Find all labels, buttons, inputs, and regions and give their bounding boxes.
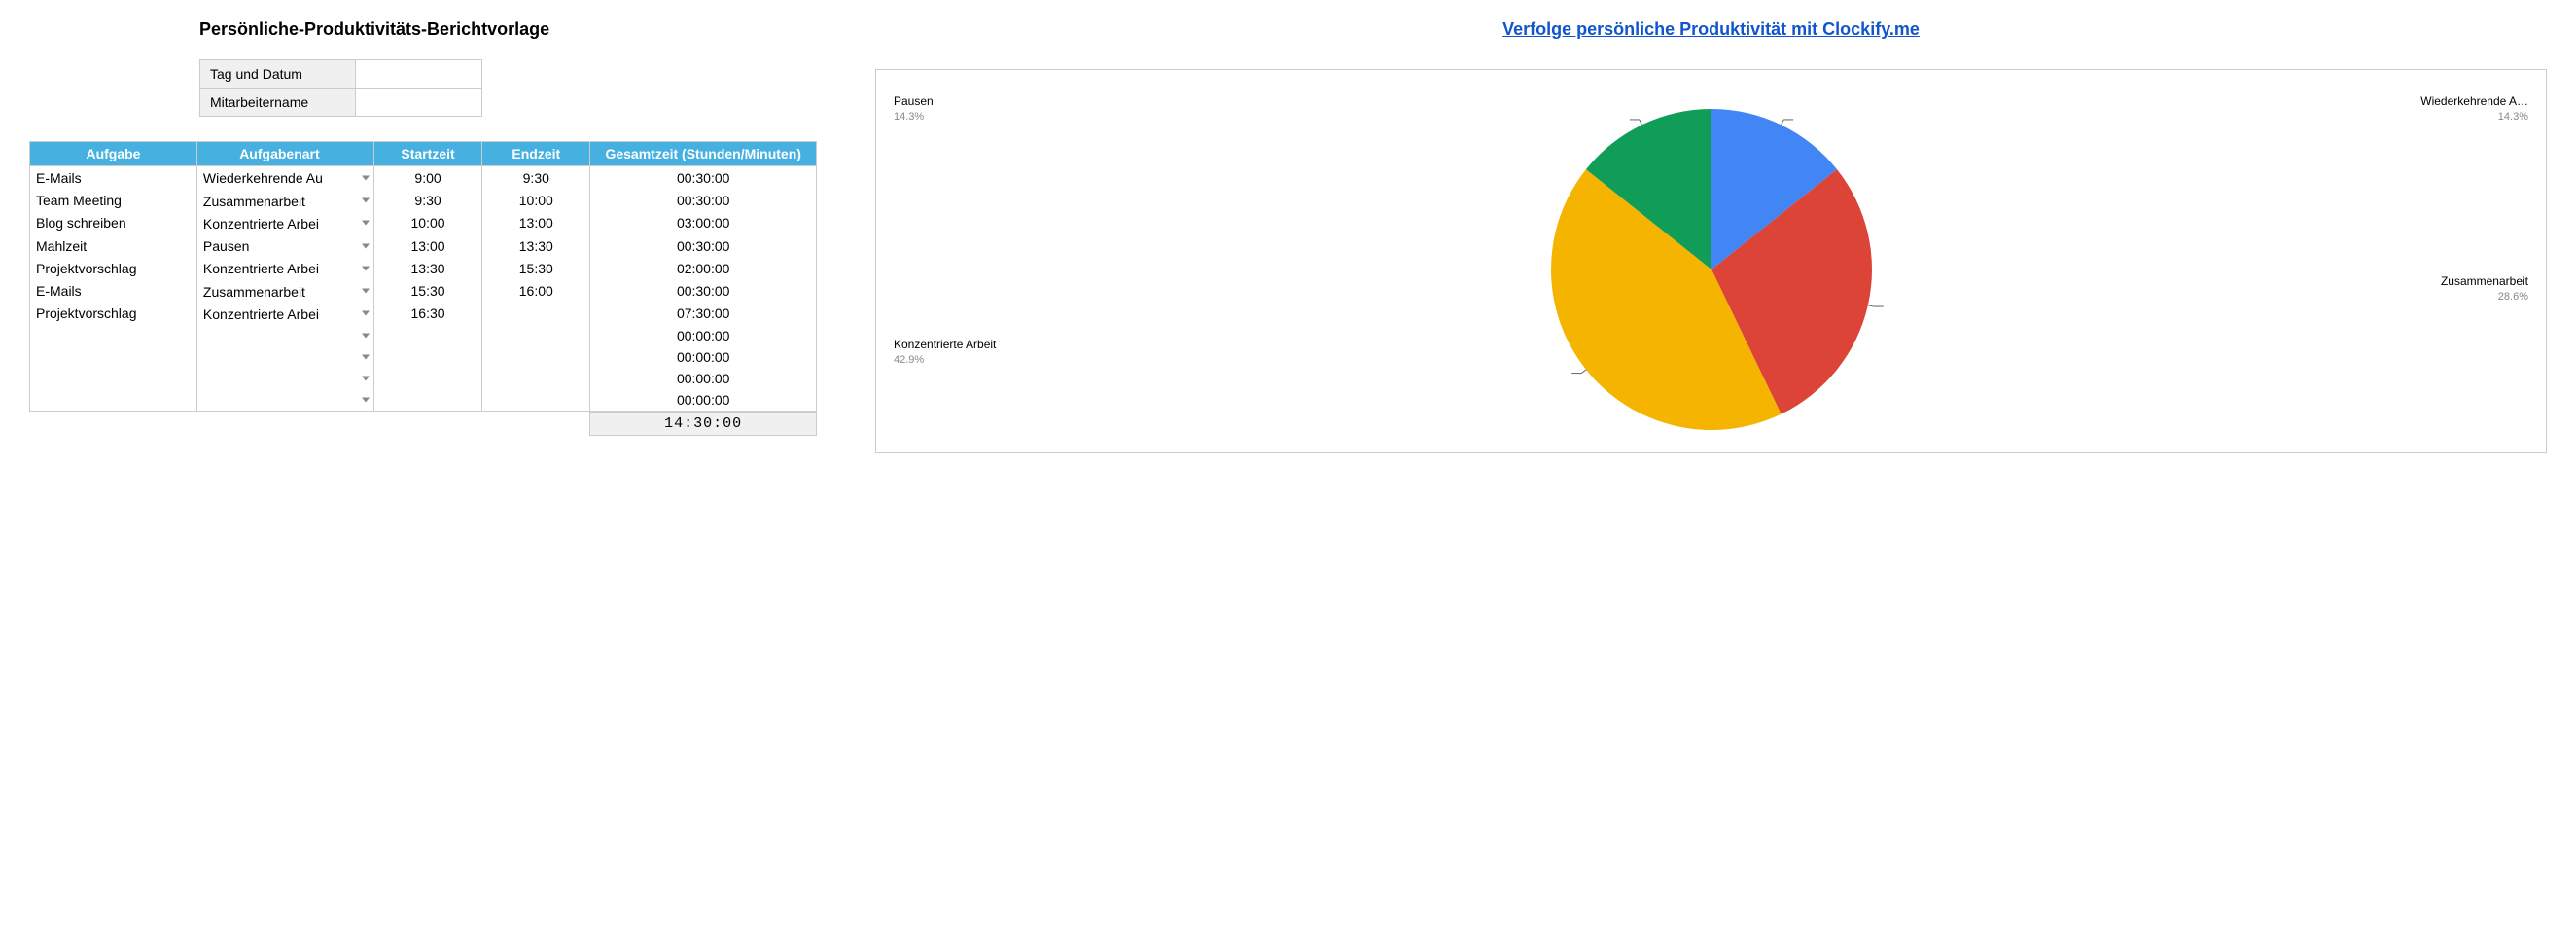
header-end: Endzeit [482, 142, 590, 166]
chart-label: Konzentrierte Arbeit42.9% [894, 338, 996, 367]
dropdown-icon[interactable] [362, 377, 370, 381]
cell-end[interactable] [482, 346, 590, 368]
cell-start[interactable] [373, 368, 481, 389]
cell-type[interactable]: Wiederkehrende Au [196, 166, 373, 190]
table-row: ProjektvorschlagKonzentrierte Arbei13:30… [30, 257, 817, 279]
cell-total: 07:30:00 [590, 303, 817, 325]
table-row: E-MailsWiederkehrende Au9:009:3000:30:00 [30, 166, 817, 190]
pie-svg [1391, 85, 2032, 454]
cell-end[interactable] [482, 303, 590, 325]
cell-start[interactable] [373, 325, 481, 346]
cell-task[interactable]: E-Mails [30, 279, 197, 302]
cell-type[interactable]: Zusammenarbeit [196, 279, 373, 302]
page-title: Persönliche-Produktivitäts-Berichtvorlag… [199, 19, 817, 40]
header-type: Aufgabenart [196, 142, 373, 166]
cell-end[interactable]: 16:00 [482, 279, 590, 302]
table-row: 00:00:00 [30, 346, 817, 368]
cell-total: 00:30:00 [590, 279, 817, 302]
cell-task[interactable]: Blog schreiben [30, 212, 197, 234]
cell-start[interactable]: 16:30 [373, 303, 481, 325]
table-row: 00:00:00 [30, 325, 817, 346]
info-day-label: Tag und Datum [200, 60, 356, 89]
dropdown-icon[interactable] [362, 243, 370, 248]
table-row: Team MeetingZusammenarbeit9:3010:0000:30… [30, 189, 817, 211]
cell-end[interactable] [482, 368, 590, 389]
cell-start[interactable]: 15:30 [373, 279, 481, 302]
cell-total: 00:30:00 [590, 234, 817, 257]
cell-end[interactable]: 9:30 [482, 166, 590, 190]
cell-start[interactable] [373, 346, 481, 368]
cell-total: 02:00:00 [590, 257, 817, 279]
info-day-value[interactable] [356, 60, 482, 89]
cell-type[interactable]: Konzentrierte Arbei [196, 257, 373, 279]
cell-total: 00:00:00 [590, 389, 817, 412]
cell-type[interactable] [196, 346, 373, 368]
chart-label: Zusammenarbeit28.6% [2441, 274, 2528, 304]
cell-end[interactable]: 13:30 [482, 234, 590, 257]
cell-total: 00:30:00 [590, 189, 817, 211]
cell-task[interactable]: Mahlzeit [30, 234, 197, 257]
pie-chart: Wiederkehrende A…14.3% Zusammenarbeit28.6… [875, 69, 2547, 453]
cell-start[interactable]: 10:00 [373, 212, 481, 234]
cell-total: 00:00:00 [590, 346, 817, 368]
chart-label: Pausen14.3% [894, 94, 934, 124]
cell-end[interactable] [482, 325, 590, 346]
header-start: Startzeit [373, 142, 481, 166]
table-row: 00:00:00 [30, 389, 817, 412]
sum-cell: 14:30:00 [590, 413, 817, 436]
dropdown-icon[interactable] [362, 221, 370, 226]
cell-task[interactable] [30, 368, 197, 389]
dropdown-icon[interactable] [362, 398, 370, 403]
chart-label: Wiederkehrende A…14.3% [2420, 94, 2528, 124]
cell-end[interactable]: 10:00 [482, 189, 590, 211]
cell-type[interactable] [196, 368, 373, 389]
dropdown-icon[interactable] [362, 311, 370, 316]
dropdown-icon[interactable] [362, 289, 370, 294]
cell-start[interactable]: 9:30 [373, 189, 481, 211]
cell-task[interactable] [30, 346, 197, 368]
table-row: E-MailsZusammenarbeit15:3016:0000:30:00 [30, 279, 817, 302]
header-task: Aufgabe [30, 142, 197, 166]
dropdown-icon[interactable] [362, 355, 370, 360]
table-row: MahlzeitPausen13:0013:3000:30:00 [30, 234, 817, 257]
dropdown-icon[interactable] [362, 334, 370, 339]
table-row: Blog schreibenKonzentrierte Arbei10:0013… [30, 212, 817, 234]
cell-end[interactable]: 15:30 [482, 257, 590, 279]
cell-type[interactable]: Pausen [196, 234, 373, 257]
cell-task[interactable]: Projektvorschlag [30, 257, 197, 279]
header-total: Gesamtzeit (Stunden/Minuten) [590, 142, 817, 166]
cell-start[interactable]: 13:00 [373, 234, 481, 257]
cell-type[interactable] [196, 325, 373, 346]
cell-end[interactable] [482, 389, 590, 412]
cell-start[interactable]: 13:30 [373, 257, 481, 279]
task-table: Aufgabe Aufgabenart Startzeit Endzeit Ge… [29, 141, 817, 412]
cell-total: 03:00:00 [590, 212, 817, 234]
cell-total: 00:00:00 [590, 368, 817, 389]
table-row: ProjektvorschlagKonzentrierte Arbei16:30… [30, 303, 817, 325]
cell-type[interactable]: Konzentrierte Arbei [196, 212, 373, 234]
info-table: Tag und Datum Mitarbeitername [199, 59, 482, 117]
cell-type[interactable]: Konzentrierte Arbei [196, 303, 373, 325]
info-employee-label: Mitarbeitername [200, 89, 356, 117]
cell-start[interactable] [373, 389, 481, 412]
dropdown-icon[interactable] [362, 197, 370, 202]
cell-task[interactable]: Projektvorschlag [30, 303, 197, 325]
clockify-link[interactable]: Verfolge persönliche Produktivität mit C… [875, 19, 2547, 40]
cell-type[interactable]: Zusammenarbeit [196, 189, 373, 211]
cell-total: 00:30:00 [590, 166, 817, 190]
cell-end[interactable]: 13:00 [482, 212, 590, 234]
cell-task[interactable]: Team Meeting [30, 189, 197, 211]
cell-task[interactable]: E-Mails [30, 166, 197, 190]
cell-total: 00:00:00 [590, 325, 817, 346]
cell-task[interactable] [30, 389, 197, 412]
dropdown-icon[interactable] [362, 175, 370, 180]
dropdown-icon[interactable] [362, 266, 370, 270]
cell-type[interactable] [196, 389, 373, 412]
info-employee-value[interactable] [356, 89, 482, 117]
cell-task[interactable] [30, 325, 197, 346]
cell-start[interactable]: 9:00 [373, 166, 481, 190]
table-row: 00:00:00 [30, 368, 817, 389]
